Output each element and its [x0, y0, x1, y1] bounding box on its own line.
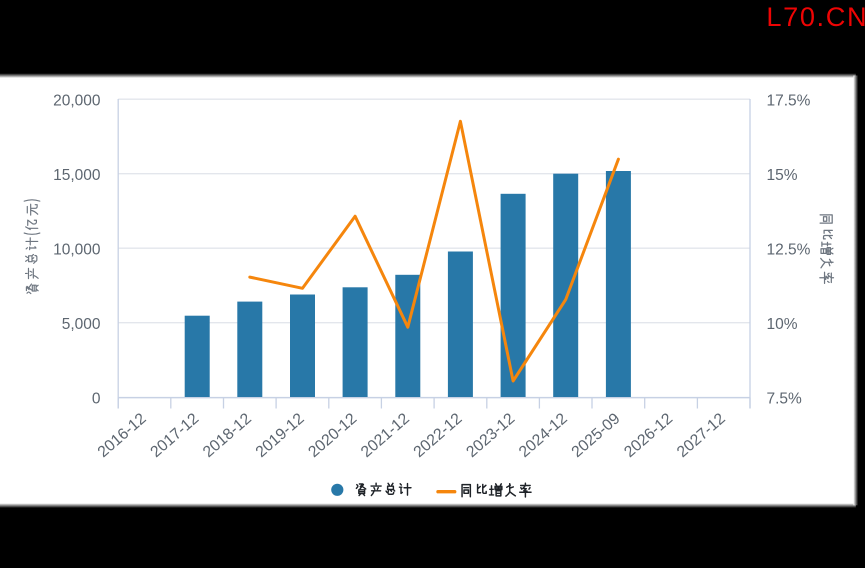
- svg-text:0: 0: [92, 390, 101, 407]
- svg-text:L70.CN: L70.CN: [766, 1, 865, 32]
- svg-text:10,000: 10,000: [53, 241, 101, 258]
- svg-text:12.5%: 12.5%: [767, 241, 811, 258]
- svg-text:10%: 10%: [767, 316, 798, 333]
- svg-text:17.5%: 17.5%: [767, 92, 811, 109]
- svg-text:15,000: 15,000: [53, 167, 101, 184]
- svg-text:5,000: 5,000: [62, 316, 101, 333]
- svg-text:15%: 15%: [767, 167, 798, 184]
- svg-text:20,000: 20,000: [53, 92, 101, 109]
- svg-text:7.5%: 7.5%: [767, 390, 803, 407]
